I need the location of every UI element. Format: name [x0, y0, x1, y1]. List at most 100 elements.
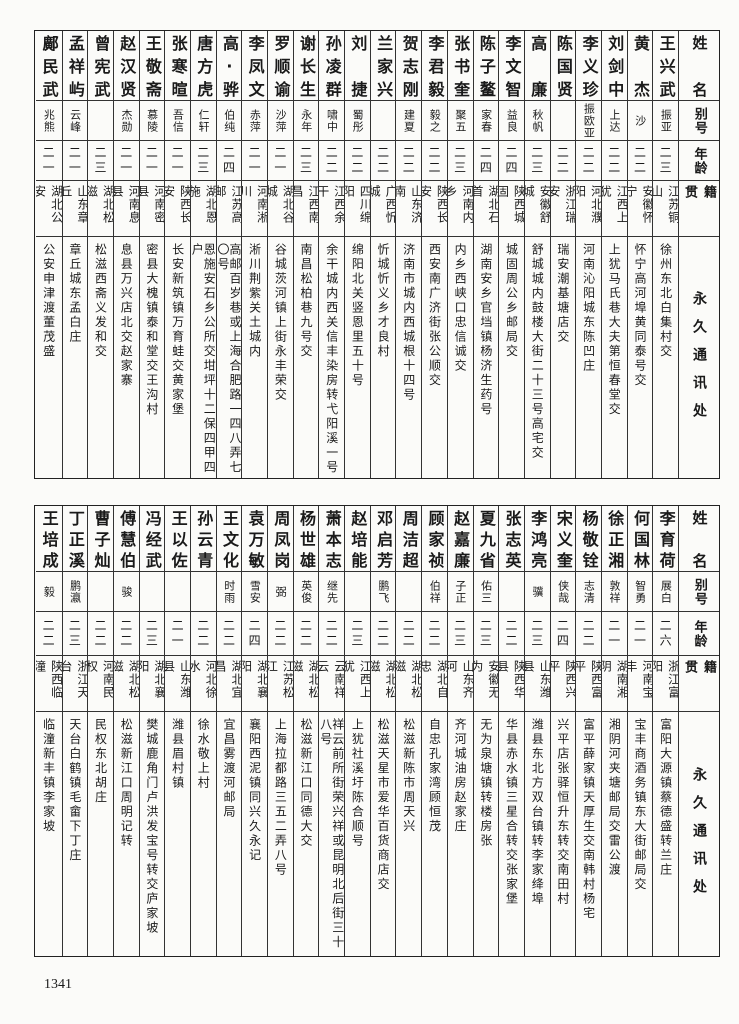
- person-age: 二二: [504, 618, 519, 649]
- person-alias: 建夏: [402, 108, 416, 133]
- person-age: 二一: [632, 618, 647, 649]
- person-age: 二二: [426, 618, 441, 649]
- person-native-cell: 江西上犹: [601, 181, 627, 237]
- person-native-cell: 河南息县: [113, 181, 139, 237]
- person-column: 何国林 智勇 二一 河南宝丰 宝丰商酒务镇东大街邮局交: [626, 506, 653, 956]
- person-native: 江西上犹: [601, 185, 627, 224]
- person-address: 松滋西斋义发和交: [93, 243, 108, 359]
- person-name: 黄杰: [630, 35, 650, 97]
- person-address-cell: 济南市城内西城根十四号: [396, 237, 421, 478]
- person-alias-cell: [345, 572, 370, 612]
- person-native-cell: 河南民权: [88, 656, 113, 712]
- person-address-cell: 上海拉都路三五二弄八号: [268, 712, 293, 956]
- person-alias: 志清: [582, 579, 596, 604]
- person-alias-cell: [165, 572, 190, 612]
- person-column: 王兴武 振亚 二三 江苏铜山 徐州东北白集村交: [652, 31, 678, 478]
- person-name-cell: 顾家祯: [422, 506, 447, 572]
- header-alias-cell: 别号: [679, 572, 719, 612]
- person-alias: 英俊: [299, 579, 313, 604]
- person-age: 二一: [606, 618, 621, 649]
- person-age: 二四: [478, 145, 493, 176]
- person-age: 二二: [324, 145, 339, 176]
- person-address-cell: 密县大槐镇泰和堂交王沟村: [140, 237, 165, 478]
- person-age: 二二: [632, 145, 647, 176]
- person-age: 二三: [529, 618, 544, 649]
- person-native-cell: 陕西兴平: [550, 656, 576, 712]
- person-native-cell: 江苏铜山: [653, 181, 678, 237]
- person-age: 二四: [247, 618, 262, 649]
- person-column: 刘剑中 上达 二二 江西上犹 上犹马氏巷大夫第恒春堂交: [600, 31, 627, 478]
- person-native-cell: 湖北谷城: [268, 181, 293, 237]
- person-alias-cell: 上达: [601, 101, 627, 141]
- person-alias: 展白: [659, 579, 673, 604]
- person-age-cell: 二一: [113, 141, 139, 181]
- person-address: 舒城城内鼓楼大街二十三号高宅交: [530, 243, 545, 461]
- person-name-cell: 贺志刚: [396, 31, 422, 101]
- person-native: 陕西富平: [576, 660, 601, 699]
- header-native-label: 籍贯: [682, 660, 716, 687]
- person-native: 湖北自忠: [422, 660, 447, 699]
- person-age: 二一: [170, 618, 185, 649]
- person-address: 谷城茨河镇上街永丰荣交: [273, 243, 288, 403]
- person-native-cell: 广西忻城: [370, 181, 396, 237]
- person-name: 王兴武: [656, 35, 676, 97]
- person-address-cell: 宜昌雾渡河邮局: [217, 712, 242, 956]
- person-address: 临潼新丰镇李家坡: [41, 718, 56, 834]
- person-native: 安徽怀宁: [627, 185, 653, 224]
- person-name: 李义珍: [579, 35, 599, 97]
- person-address-cell: 淅川荆紫关土城内: [242, 237, 267, 478]
- person-native: 江西余干: [319, 185, 345, 224]
- person-native-cell: 湖北自忠: [422, 656, 447, 712]
- person-name-cell: 孟祥屿: [62, 31, 88, 101]
- person-native: 云南祥云: [319, 660, 345, 699]
- person-column: 李育荷 展白 二六 浙江富阳 富阳大源镇蔡德盛转兰庄: [652, 506, 678, 956]
- person-address: 潍县东北方双台镇转李家绛埠: [530, 718, 545, 907]
- person-age: 二二: [195, 618, 210, 649]
- person-column: 孙凌群 啸中 二二 江西余干 余干城内西关信丰染房转弋阳溪一号: [318, 31, 345, 478]
- person-address-cell: 襄阳西泥镇同兴久永记: [242, 712, 267, 956]
- person-address: 章丘城东孟白庄: [67, 243, 82, 345]
- person-address: 河南沁阳城东陈凹庄: [581, 243, 596, 374]
- person-name-cell: 夏九省: [473, 506, 499, 572]
- person-alias-cell: 沙萍: [268, 101, 293, 141]
- person-native: 江西南昌: [293, 185, 319, 224]
- roster-table-bottom: 姓名 别号 年龄 籍贯 永久通讯处 李育荷 展白 二六 浙江富阳 富阳大源镇蔡德盛转兰庄 何国林 智勇…: [34, 505, 720, 957]
- person-native-cell: 山东济南: [396, 181, 422, 237]
- person-native-cell: 陕西长安: [165, 181, 190, 237]
- person-alias: 吾信: [171, 108, 185, 133]
- person-alias-cell: 雪安: [242, 572, 267, 612]
- person-column: 贺志刚 建夏 二二 山东济南 济南市城内西城根十四号: [395, 31, 422, 478]
- person-address-cell: 内乡西峡口忠信诚交: [448, 237, 473, 478]
- person-native-cell: 河南内乡: [447, 181, 473, 237]
- person-column: 徐正湘 敦祥 二一 湖南湘阴 湘阴河夹塘邮局交雷公渡: [600, 506, 627, 956]
- person-age-cell: 二二: [370, 141, 396, 181]
- person-column: 孟祥屿 云峰 二一 山东章丘 章丘城东孟白庄: [61, 31, 88, 478]
- person-alias: 云峰: [68, 108, 82, 133]
- person-age-cell: 二六: [653, 612, 678, 656]
- person-age: 二三: [658, 145, 673, 176]
- person-column: 赵嘉廉 子正 二三 山东齐河 齐河城油房赵家庄: [446, 506, 473, 956]
- person-name: 罗顺谕: [271, 35, 291, 97]
- person-column: 李文智 益良 二四 陕西城固 城固周公乡邮局交: [498, 31, 524, 478]
- person-age-cell: 二三: [447, 612, 473, 656]
- person-name-cell: 李育荷: [653, 506, 678, 572]
- person-address: 湘阴河夹塘邮局交雷公渡: [607, 718, 622, 878]
- person-alias-cell: 家春: [473, 101, 499, 141]
- person-address-cell: 樊城鹿角门卢洪发宝号转交庐家坡: [140, 712, 165, 956]
- person-native-cell: 山东章丘: [62, 181, 88, 237]
- person-address-cell: 徐州东北白集村交: [653, 237, 678, 478]
- header-alias-label: 别号: [691, 106, 707, 135]
- person-name: 曹子灿: [91, 510, 111, 568]
- person-native: 江苏高邮: [216, 185, 242, 224]
- person-alias: 伯祥: [428, 579, 442, 604]
- person-alias: 永年: [299, 108, 313, 133]
- roster-table-top: 姓名 别号 年龄 籍贯 永久通讯处 王兴武 振亚 二三 江苏铜山 徐州东北白集村交 黄杰沙二二 安徽怀…: [34, 30, 720, 479]
- person-age: 二一: [247, 145, 262, 176]
- person-column: 萧本志 继先 二二 云南祥云 祥云前所街荣兴祥或昆明北后街三十八号: [318, 506, 345, 956]
- person-name-cell: 王培成: [35, 506, 62, 572]
- person-name-cell: 孙凌群: [319, 31, 345, 101]
- person-age-cell: 二三: [524, 141, 550, 181]
- person-name-cell: 王敬斋: [139, 31, 165, 101]
- person-alias-cell: [499, 572, 524, 612]
- person-native-cell: 湖北石首: [473, 181, 499, 237]
